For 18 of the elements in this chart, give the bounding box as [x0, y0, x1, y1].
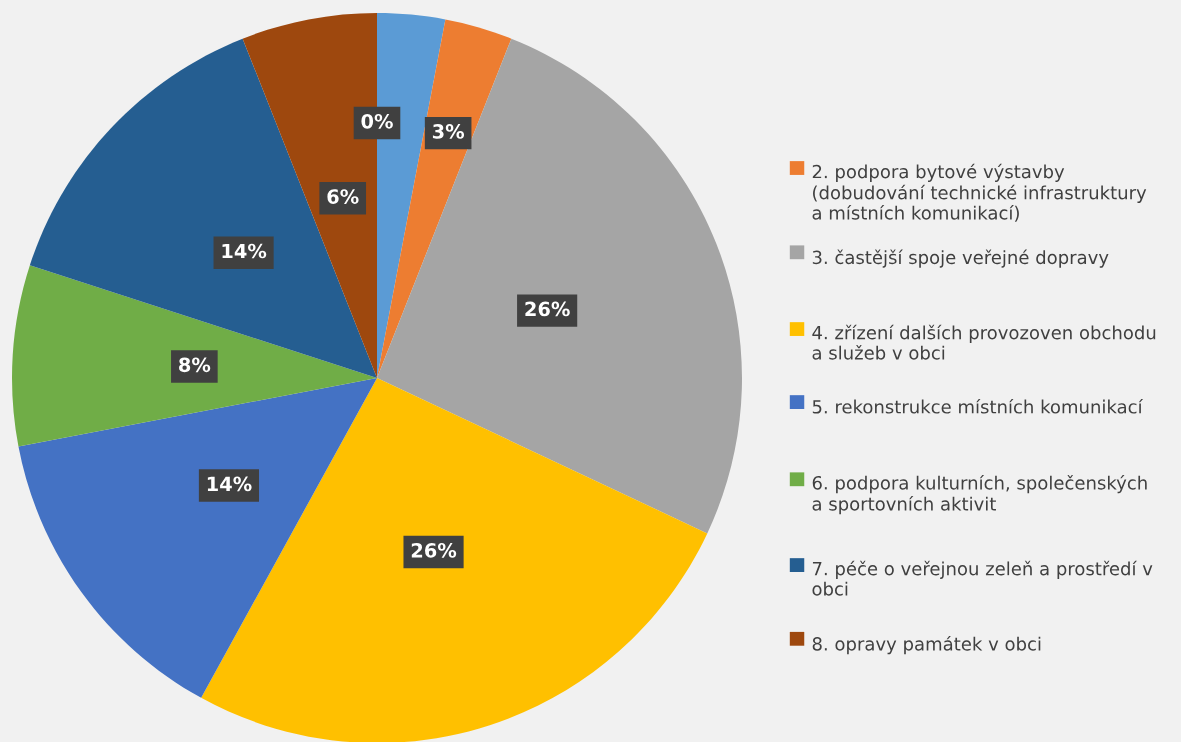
legend-label: 6. podpora kulturních, společenských a sportovních aktivit [812, 474, 1147, 515]
pie-slice [12, 265, 377, 447]
legend-label: 8. opravy památek v obci [812, 635, 1041, 655]
data-label: 3% [432, 124, 465, 139]
legend-label: 5. rekonstrukce místních komunikací [812, 398, 1144, 414]
data-label: 26% [525, 301, 570, 317]
legend-label: 3. častější spoje veřejné dopravy [812, 249, 1109, 268]
data-label: 14% [222, 243, 267, 259]
legend-label: 2. podpora bytové výstavby (dobudování technické infrastruktury a místních komunikací) [812, 163, 1147, 222]
pie-slice [18, 378, 377, 698]
data-label: 26% [411, 542, 457, 558]
text: 0% [361, 113, 393, 129]
legend-label: 7. péče o veřejnou zeleň a prostředí v obci [812, 560, 1153, 596]
legend-label: 4. zřízení dalších provozoven obchodu a služeb v obci [812, 324, 1156, 360]
pie-slice [201, 378, 708, 742]
data-label: 6% [327, 189, 359, 204]
data-label: 8% [179, 357, 211, 373]
data-label: 14% [207, 476, 252, 492]
